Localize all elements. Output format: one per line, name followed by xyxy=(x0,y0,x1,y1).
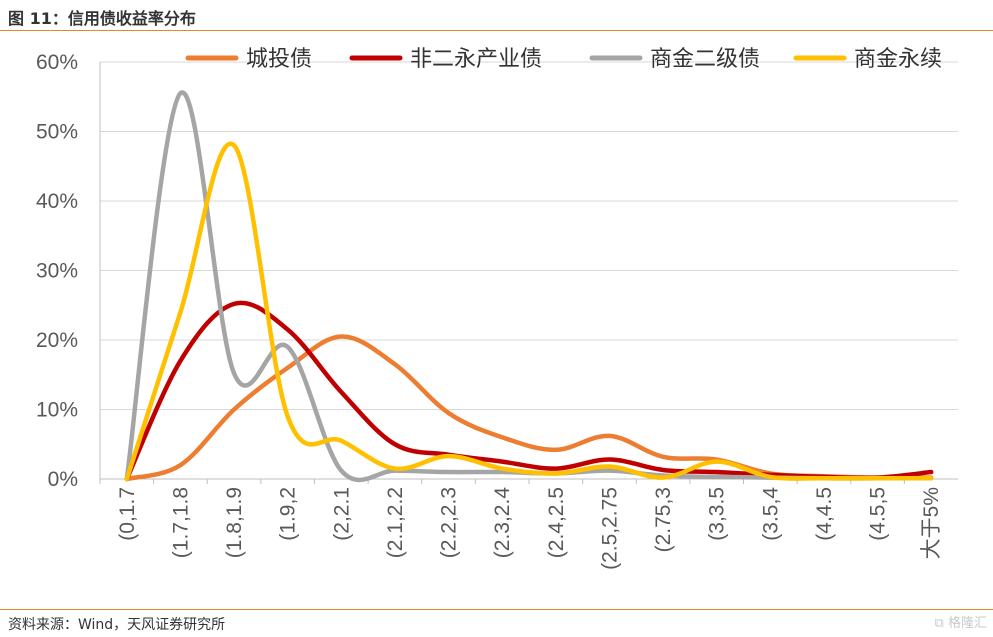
x-tick-label: (2.2,2.3 xyxy=(438,487,461,558)
x-tick-label: (3.5,4 xyxy=(759,487,782,541)
legend-label: 城投债 xyxy=(246,47,312,72)
line-chart: 0% 10% 20% 30% 40% 50% 60% (0,1.7 (1.7,1.8 (1.8,1… xyxy=(36,47,958,570)
x-tick-label: (4.5,5 xyxy=(867,487,890,541)
x-tick-label: (2.4,2.5 xyxy=(545,487,568,558)
watermark-text: 格隆汇 xyxy=(947,616,987,631)
series-line-2 xyxy=(124,300,934,482)
y-tick-label: 40% xyxy=(36,190,78,213)
legend-label: 商金二级债 xyxy=(650,47,760,72)
top-rule xyxy=(0,30,993,31)
legend-label: 非二永产业债 xyxy=(410,47,542,72)
watermark: ⧉ 格隆汇 xyxy=(935,612,987,631)
x-tick-label: (4,4.5 xyxy=(813,487,836,541)
x-tick-label: (1.8,1.9 xyxy=(223,487,246,558)
y-tick-label: 50% xyxy=(36,121,78,144)
x-tick-label: (2.3,2.4 xyxy=(491,487,514,559)
x-tick-label: (1.9,2 xyxy=(277,487,300,541)
y-tick-label: 20% xyxy=(36,329,78,352)
grid-lines xyxy=(100,61,958,410)
x-tick-label: (0,1.7 xyxy=(116,487,139,541)
y-tick-label: 0% xyxy=(48,468,78,491)
bottom-rule xyxy=(0,609,993,610)
source-note: 资料来源：Wind，天风证券研究所 xyxy=(8,617,226,633)
x-tick-label: (2.75,3 xyxy=(652,487,675,552)
series-line-1 xyxy=(124,334,934,482)
x-tick-label: (2.5,2.75 xyxy=(598,487,621,570)
axes: 0% 10% 20% 30% 40% 50% 60% (0,1.7 (1.7,1.8 (1.8,1… xyxy=(36,51,958,570)
legend-label: 商金永续 xyxy=(854,47,942,72)
figure-title: 图 11：信用债收益率分布 xyxy=(8,9,196,28)
y-tick-label: 30% xyxy=(36,260,78,283)
x-tick-label: (2.1,2.2 xyxy=(384,487,407,558)
x-tick-label: (1.7,1.8 xyxy=(169,487,192,558)
series-line-3 xyxy=(124,90,934,483)
y-tick-label: 10% xyxy=(36,399,78,422)
x-tick-label: (2,2.1 xyxy=(330,487,353,541)
watermark-logo-icon: ⧉ xyxy=(934,616,944,631)
series-lines xyxy=(124,90,934,483)
legend: 城投债 非二永产业债 商金二级债 商金永续 xyxy=(185,47,942,72)
y-tick-label: 60% xyxy=(36,51,78,74)
x-tick-label: 大于5% xyxy=(920,487,943,559)
series-line-4 xyxy=(124,141,934,482)
x-tick-label: (3,3.5 xyxy=(706,487,729,541)
